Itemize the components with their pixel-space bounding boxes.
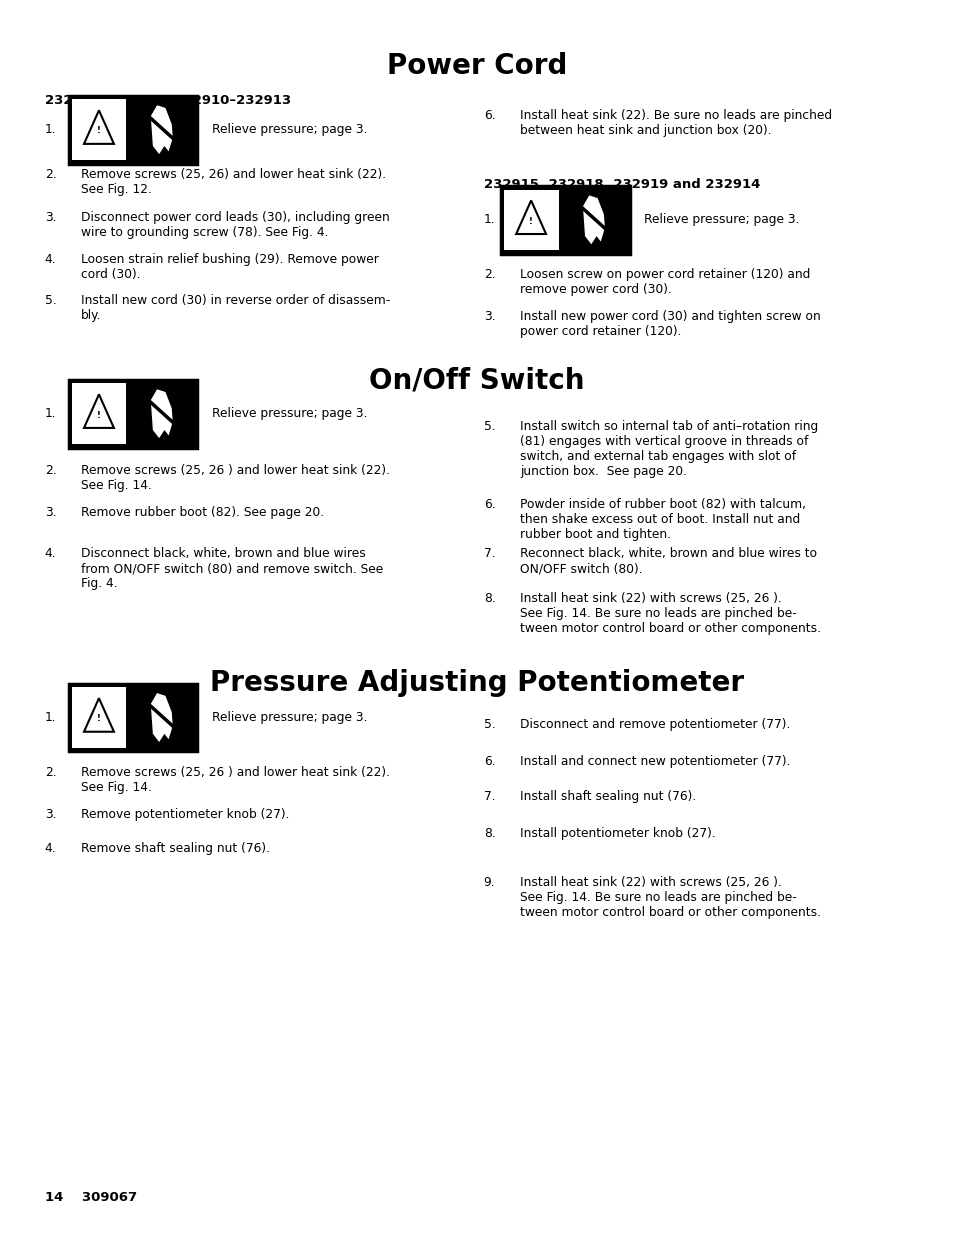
Polygon shape [151, 105, 172, 154]
Bar [71, 383, 126, 445]
Text: 2.: 2. [45, 464, 56, 478]
Text: Loosen screw on power cord retainer (120) and
remove power cord (30).: Loosen screw on power cord retainer (120… [519, 268, 809, 296]
Text: 4.: 4. [45, 253, 56, 267]
Text: 5.: 5. [483, 718, 495, 731]
Polygon shape [84, 394, 113, 427]
Bar [129, 688, 194, 748]
Text: 5.: 5. [45, 294, 56, 308]
Text: 232916, 232917, 232910–232913: 232916, 232917, 232910–232913 [45, 94, 291, 107]
Text: 3.: 3. [45, 808, 56, 821]
Polygon shape [582, 195, 604, 245]
Text: Relieve pressure; page 3.: Relieve pressure; page 3. [643, 214, 799, 226]
Bar [129, 99, 194, 159]
Text: Install and connect new potentiometer (77).: Install and connect new potentiometer (7… [519, 755, 790, 768]
Text: Install potentiometer knob (27).: Install potentiometer knob (27). [519, 827, 715, 841]
Text: 1.: 1. [45, 408, 56, 420]
Text: !: ! [97, 714, 101, 724]
Text: 1.: 1. [45, 124, 56, 136]
Text: Remove shaft sealing nut (76).: Remove shaft sealing nut (76). [81, 842, 270, 856]
Text: Remove rubber boot (82). See page 20.: Remove rubber boot (82). See page 20. [81, 506, 324, 520]
Text: Disconnect and remove potentiometer (77).: Disconnect and remove potentiometer (77)… [519, 718, 789, 731]
Polygon shape [84, 110, 113, 143]
Text: Power Cord: Power Cord [386, 52, 567, 80]
Text: 6.: 6. [483, 755, 495, 768]
Text: 3.: 3. [45, 211, 56, 225]
Bar [503, 190, 558, 249]
Text: Install switch so internal tab of anti–rotation ring
(81) engages with vertical : Install switch so internal tab of anti–r… [519, 420, 818, 478]
Bar [69, 684, 197, 751]
Text: 2.: 2. [483, 268, 495, 282]
Text: On/Off Switch: On/Off Switch [369, 367, 584, 395]
Text: Remove potentiometer knob (27).: Remove potentiometer knob (27). [81, 808, 290, 821]
Text: 1.: 1. [483, 214, 495, 226]
Text: 8.: 8. [483, 827, 495, 841]
Text: 6.: 6. [483, 498, 495, 511]
Text: 3.: 3. [483, 310, 495, 324]
Text: Reconnect black, white, brown and blue wires to
ON/OFF switch (80).: Reconnect black, white, brown and blue w… [519, 547, 816, 576]
Text: 6.: 6. [483, 109, 495, 122]
Text: 2.: 2. [45, 168, 56, 182]
Bar [69, 379, 197, 447]
Text: Disconnect black, white, brown and blue wires
from ON/OFF switch (80) and remove: Disconnect black, white, brown and blue … [81, 547, 383, 590]
Text: Powder inside of rubber boot (82) with talcum,
then shake excess out of boot. In: Powder inside of rubber boot (82) with t… [519, 498, 805, 541]
Text: Remove screws (25, 26 ) and lower heat sink (22).
See Fig. 14.: Remove screws (25, 26 ) and lower heat s… [81, 464, 390, 493]
Bar [500, 186, 629, 254]
Text: Relieve pressure; page 3.: Relieve pressure; page 3. [212, 711, 367, 724]
Text: Pressure Adjusting Potentiometer: Pressure Adjusting Potentiometer [210, 669, 743, 698]
Polygon shape [516, 200, 545, 233]
Polygon shape [151, 693, 172, 742]
Text: 5.: 5. [483, 420, 495, 433]
Text: Remove screws (25, 26) and lower heat sink (22).
See Fig. 12.: Remove screws (25, 26) and lower heat si… [81, 168, 386, 196]
Text: Install new power cord (30) and tighten screw on
power cord retainer (120).: Install new power cord (30) and tighten … [519, 310, 820, 338]
Text: 4.: 4. [45, 842, 56, 856]
Text: Install shaft sealing nut (76).: Install shaft sealing nut (76). [519, 790, 696, 804]
Text: Relieve pressure; page 3.: Relieve pressure; page 3. [212, 408, 367, 420]
Bar [71, 688, 126, 748]
Polygon shape [84, 698, 113, 731]
Polygon shape [151, 389, 172, 438]
Text: Install heat sink (22). Be sure no leads are pinched
between heat sink and junct: Install heat sink (22). Be sure no leads… [519, 109, 831, 137]
Text: Remove screws (25, 26 ) and lower heat sink (22).
See Fig. 14.: Remove screws (25, 26 ) and lower heat s… [81, 766, 390, 794]
Text: 4.: 4. [45, 547, 56, 561]
Bar [71, 99, 126, 159]
Text: 232915, 232918, 232919 and 232914: 232915, 232918, 232919 and 232914 [483, 178, 760, 191]
Text: 7.: 7. [483, 547, 495, 561]
Text: 14    309067: 14 309067 [45, 1191, 137, 1204]
Text: 8.: 8. [483, 592, 495, 605]
Text: 3.: 3. [45, 506, 56, 520]
Bar [69, 96, 197, 164]
Text: !: ! [97, 126, 101, 136]
Text: 9.: 9. [483, 876, 495, 889]
Text: Disconnect power cord leads (30), including green
wire to grounding screw (78). : Disconnect power cord leads (30), includ… [81, 211, 390, 240]
Text: Install heat sink (22) with screws (25, 26 ).
See Fig. 14. Be sure no leads are : Install heat sink (22) with screws (25, … [519, 592, 821, 635]
Text: !: ! [97, 410, 101, 420]
Bar [560, 190, 626, 249]
Text: !: ! [529, 216, 533, 226]
Bar [129, 383, 194, 445]
Text: Relieve pressure; page 3.: Relieve pressure; page 3. [212, 124, 367, 136]
Text: Loosen strain relief bushing (29). Remove power
cord (30).: Loosen strain relief bushing (29). Remov… [81, 253, 378, 282]
Text: Install new cord (30) in reverse order of disassem-
bly.: Install new cord (30) in reverse order o… [81, 294, 390, 322]
Text: 7.: 7. [483, 790, 495, 804]
Text: 2.: 2. [45, 766, 56, 779]
Text: 1.: 1. [45, 711, 56, 724]
Text: Install heat sink (22) with screws (25, 26 ).
See Fig. 14. Be sure no leads are : Install heat sink (22) with screws (25, … [519, 876, 821, 919]
